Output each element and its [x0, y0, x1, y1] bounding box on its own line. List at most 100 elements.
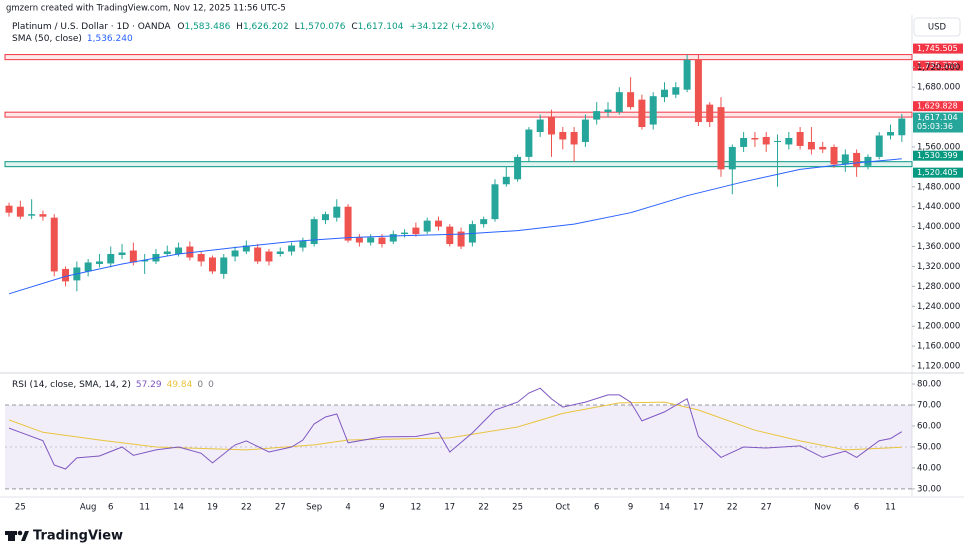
x-tick-label: Oct	[555, 503, 570, 513]
ohlc-key: O	[177, 22, 184, 32]
y-tick-label: 1,200.000	[917, 322, 960, 332]
y-tick-label: 1,720.000	[917, 63, 960, 73]
candle-body	[807, 141, 815, 150]
ohlc-key: L	[295, 22, 300, 32]
candle-body	[186, 246, 194, 258]
x-tick-label: 9	[379, 503, 384, 513]
candle-body	[638, 99, 646, 128]
candle-body	[740, 137, 748, 147]
candle-body	[175, 247, 183, 254]
candle-body	[853, 152, 861, 167]
candle-body	[661, 89, 669, 98]
y-tick-label: 1,680.000	[917, 83, 960, 93]
candle-body	[728, 146, 736, 170]
zone	[4, 161, 913, 168]
currency: USD	[928, 23, 947, 33]
candle-body	[242, 245, 250, 252]
legend-name: RSI (14, close, SMA, 14, 2)	[12, 380, 131, 390]
x-tick-label: Aug	[80, 503, 97, 513]
candle-body	[525, 129, 533, 157]
candle-body	[310, 219, 318, 245]
legend-value: 0	[208, 380, 214, 390]
y-tick-label: 30.00	[917, 484, 941, 494]
zone-badge	[913, 150, 963, 161]
candle-body	[762, 136, 770, 145]
x-tick-label: 25	[512, 503, 523, 513]
last-price: 1,617.104	[917, 113, 958, 122]
candle-body	[547, 117, 555, 135]
candle-body	[28, 214, 36, 216]
zone-label: 1,520.405	[917, 168, 958, 177]
x-tick-label: 17	[693, 503, 704, 513]
candle-body	[536, 119, 544, 133]
zone-label: 1,735.320	[917, 61, 958, 70]
ohlc-value: 1,626.202	[243, 22, 289, 32]
candle-body	[254, 247, 262, 262]
y-tick-label: 1,320.000	[917, 262, 960, 272]
x-tick-label: Sep	[306, 503, 322, 513]
candle-body	[423, 220, 431, 232]
x-tick-label: 22	[727, 503, 738, 513]
x-tick-label: 27	[761, 503, 772, 513]
legend-value: 1,536.240	[87, 34, 133, 44]
candle-body	[367, 237, 375, 243]
candle-body	[299, 240, 307, 248]
x-tick-label: 6	[594, 503, 599, 513]
x-tick-label: 9	[628, 503, 633, 513]
candle-body	[39, 214, 47, 217]
candle-body	[446, 226, 454, 245]
currency-box[interactable]	[913, 17, 961, 37]
candle-body	[333, 206, 341, 218]
candle-body	[163, 251, 171, 254]
candle-body	[118, 252, 126, 255]
candle-body	[706, 104, 714, 123]
legend-value: 0	[197, 380, 203, 390]
credit: gmzern created with TradingView.com, Nov…	[6, 4, 286, 14]
candle-body	[480, 219, 488, 225]
y-tick-label: 1,440.000	[917, 202, 960, 212]
ohlc-legend: Platinum / U.S. Dollar · 1D · OANDA O1,5…	[12, 22, 494, 32]
countdown: 05:03:36	[917, 122, 953, 131]
sma-legend: SMA (50, close) 1,536.240	[12, 34, 133, 44]
candle-body	[502, 176, 510, 185]
candle-body	[84, 262, 92, 272]
candle-body	[457, 231, 465, 247]
change: +34.122 (+2.16%)	[409, 22, 494, 32]
last-price-badge	[913, 112, 963, 133]
x-tick-label: 14	[173, 503, 184, 513]
candle-body	[197, 253, 205, 262]
candle-body	[16, 206, 24, 217]
candle-body	[627, 92, 635, 108]
x-tick-label: 17	[444, 503, 455, 513]
y-tick-label: 1,400.000	[917, 222, 960, 232]
x-tick-label: 4	[345, 503, 350, 513]
candle-body	[412, 227, 420, 235]
ohlc-value: 1,583.486	[184, 22, 230, 32]
candle-body	[265, 251, 273, 262]
candle-body	[355, 237, 363, 243]
logo	[5, 530, 29, 541]
x-tick-label: 22	[478, 503, 489, 513]
line	[8, 158, 902, 295]
candle-body	[220, 257, 228, 274]
candle-body	[559, 132, 567, 140]
legend-value: 49.84	[167, 380, 193, 390]
candle-body	[389, 234, 397, 242]
zone-badge	[913, 167, 963, 178]
zone	[4, 111, 913, 118]
zone-label: 1,530.399	[917, 151, 958, 160]
line	[8, 387, 903, 470]
candle-body	[830, 146, 838, 165]
symbol: Platinum / U.S. Dollar · 1D · OANDA	[12, 22, 171, 32]
candle-body	[875, 135, 883, 157]
y-tick-label: 40.00	[917, 463, 941, 473]
candle-body	[378, 237, 386, 245]
candle-body	[231, 250, 239, 257]
candle-body	[288, 245, 296, 252]
candle-body	[401, 232, 409, 235]
candle-body	[276, 251, 284, 254]
ohlc-key: H	[236, 22, 243, 32]
ohlc-value: 1,570.076	[300, 22, 346, 32]
y-tick-label: 1,120.000	[917, 362, 960, 372]
